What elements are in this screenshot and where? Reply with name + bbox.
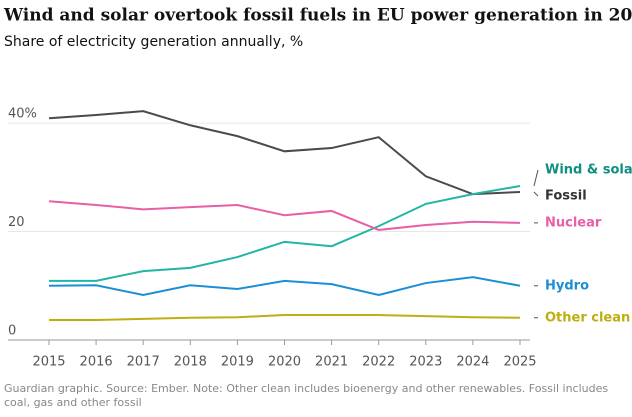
- series-line: [48, 276, 521, 297]
- x-tick-label: 2020: [268, 355, 301, 370]
- x-tick-label: 2015: [32, 355, 65, 370]
- source: Guardian graphic. Source: Ember. Note: O…: [4, 382, 609, 409]
- legend-label: Nuclear: [545, 215, 602, 230]
- leader-line: [533, 169, 539, 187]
- series-line: [49, 185, 521, 282]
- x-tick-label: 2022: [362, 355, 395, 370]
- series-line: [49, 314, 521, 321]
- series-line: [48, 200, 521, 231]
- x-tick-label: 2024: [456, 355, 489, 370]
- leader-line: [533, 191, 539, 197]
- legend-label: Fossil: [545, 188, 587, 203]
- x-tick-label: 2016: [80, 355, 113, 370]
- x-tick-label: 2023: [409, 355, 442, 370]
- x-tick-label: 2025: [503, 355, 536, 370]
- y-tick-label: 20: [8, 215, 25, 230]
- x-tick-label: 2019: [221, 355, 254, 370]
- y-tick-label: 0: [8, 324, 16, 339]
- legend-label: Other clean: [545, 310, 630, 325]
- x-tick-label: 2021: [315, 355, 348, 370]
- chart-subtitle: Share of electricity generation annually…: [4, 34, 303, 50]
- x-tick-label: 2017: [127, 355, 160, 370]
- legend-label: Wind & solar: [545, 163, 632, 178]
- chart-title: Wind and solar overtook fossil fuels in …: [3, 6, 632, 26]
- x-tick-label: 2018: [174, 355, 207, 370]
- legend-label: Hydro: [545, 278, 589, 293]
- y-tick-label: 40%: [8, 107, 37, 122]
- series-line: [48, 110, 521, 196]
- source-box: Guardian graphic. Source: Ember. Note: O…: [4, 382, 609, 409]
